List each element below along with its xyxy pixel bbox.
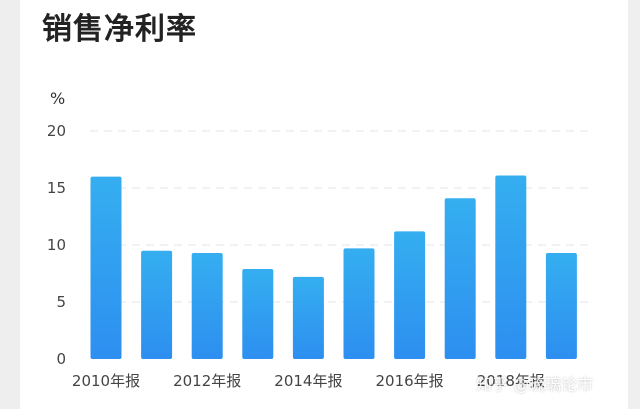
y-tick-label: 15 — [47, 179, 66, 197]
left-margin-strip — [0, 0, 20, 409]
x-tick-label: 2012年报 — [173, 372, 241, 390]
y-axis-unit-label: % — [50, 89, 65, 108]
x-tick-label: 2018年报 — [477, 372, 545, 390]
x-axis-ticks: 2010年报 2012年报 2014年报 2016年报 2018年报 — [72, 372, 545, 390]
x-tick-label: 2014年报 — [274, 372, 342, 390]
y-tick-label: 10 — [47, 236, 66, 254]
bar-2012年报 — [191, 252, 223, 359]
bar-2017年报 — [444, 198, 476, 359]
chart-title: 销售净利率 — [42, 12, 197, 47]
watermark: 知乎 @琉璃论市 — [476, 375, 594, 394]
bar-2015年报 — [343, 248, 375, 359]
y-axis-ticks: 0 5 10 15 20 — [47, 122, 66, 368]
y-tick-label: 20 — [47, 122, 66, 140]
bar-2018年报 — [495, 175, 527, 359]
right-margin-strip — [628, 0, 640, 409]
bar-2014年报 — [292, 276, 324, 359]
bar-2011年报 — [141, 250, 173, 359]
bar-2013年报 — [242, 268, 274, 359]
bars — [90, 175, 577, 359]
bar-2010年报 — [90, 176, 122, 359]
y-tick-label: 0 — [56, 350, 66, 368]
x-tick-label: 2010年报 — [72, 372, 140, 390]
y-tick-label: 5 — [56, 293, 66, 311]
x-tick-label: 2016年报 — [376, 372, 444, 390]
bar-2016年报 — [394, 231, 426, 359]
bar-2019年报 — [545, 252, 577, 359]
